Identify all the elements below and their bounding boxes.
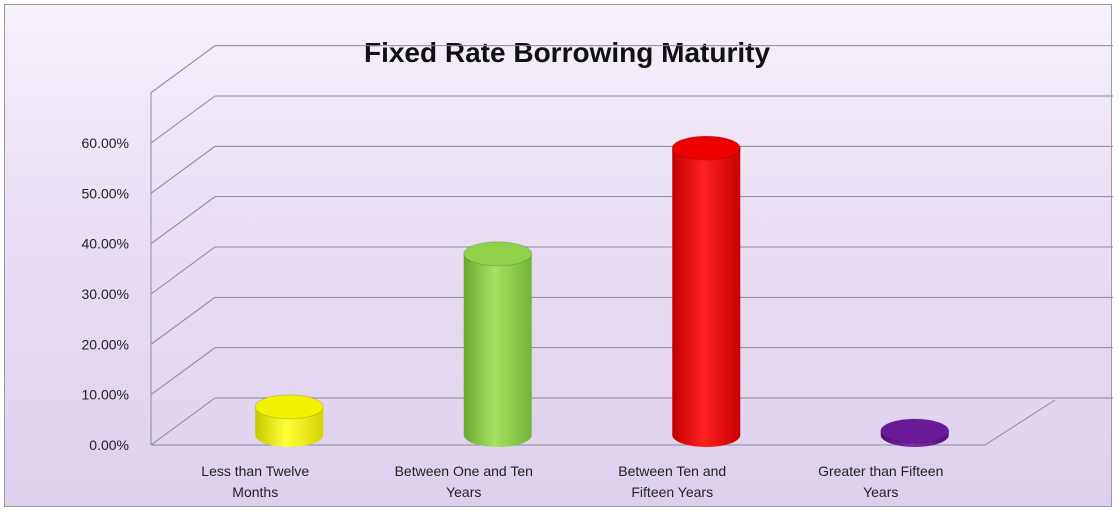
- gridline-diagonal: [150, 95, 216, 144]
- y-tick-label: 0.00%: [89, 437, 129, 453]
- bar: [254, 394, 324, 448]
- category-label: Between One and Ten: [395, 463, 533, 479]
- bar-top: [880, 418, 950, 444]
- chart-canvas: Fixed Rate Borrowing Maturity 0.00% 10.00…: [82, 37, 1113, 500]
- bar-body: [672, 148, 741, 448]
- bar-top: [671, 135, 741, 161]
- floor-right-edge: [984, 399, 1056, 446]
- y-tick-label: 40.00%: [82, 236, 129, 252]
- gridline-diagonal: [150, 196, 216, 245]
- chart-title: Fixed Rate Borrowing Maturity: [364, 37, 770, 68]
- y-axis-ticks: 0.00% 10.00% 20.00% 30.00% 40.00% 50.00% 60.00…: [82, 135, 129, 453]
- category-label: Fifteen Years: [631, 484, 713, 500]
- gridline-diagonal: [150, 246, 216, 295]
- bar: [671, 135, 741, 448]
- category-label: Years: [863, 484, 898, 500]
- gridline-top-diagonal: [150, 45, 216, 94]
- grid-layer: [150, 45, 1113, 446]
- y-tick-label: 20.00%: [82, 336, 129, 352]
- bar: [463, 241, 533, 448]
- category-label: Less than Twelve: [201, 463, 309, 479]
- y-tick-label: 10.00%: [82, 387, 129, 403]
- category-label: Months: [232, 484, 278, 500]
- gridline-diagonal: [150, 145, 216, 194]
- bar-top: [254, 394, 324, 420]
- bar-body: [463, 253, 532, 448]
- gridline-diagonal: [150, 296, 216, 345]
- category-label: Greater than Fifteen: [818, 463, 943, 479]
- bar: [880, 418, 950, 448]
- y-tick-label: 60.00%: [82, 135, 129, 151]
- y-tick-label: 30.00%: [82, 286, 129, 302]
- category-labels: Less than Twelve Months Between One and Te…: [201, 463, 943, 500]
- gridline-diagonal: [150, 347, 216, 396]
- bar-layer: [254, 135, 950, 448]
- category-label: Years: [446, 484, 481, 500]
- gridline-diagonal: [150, 397, 216, 446]
- y-tick-label: 50.00%: [82, 185, 129, 201]
- chart-frame: Fixed Rate Borrowing Maturity 0.00% 10.00…: [4, 4, 1113, 507]
- bar-top: [463, 241, 533, 267]
- category-label: Between Ten and: [618, 463, 726, 479]
